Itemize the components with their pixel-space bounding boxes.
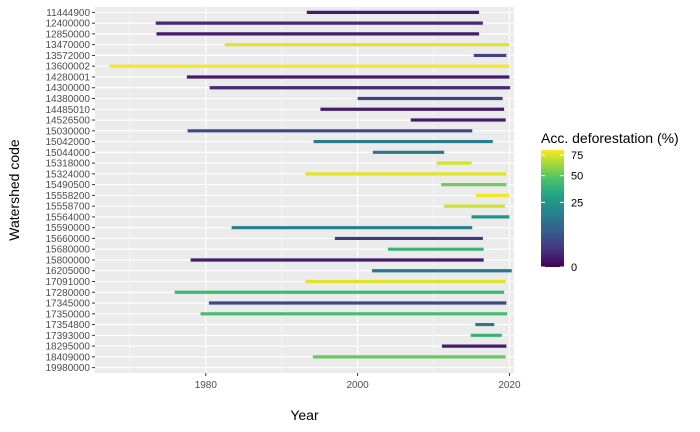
x-tick-label: 2000 (347, 380, 370, 391)
y-tick-label: 15590000 (46, 223, 91, 234)
y-tick-label: 13600002 (46, 62, 91, 73)
legend-tick-label: 75 (571, 150, 583, 162)
y-tick-label: 18295000 (46, 342, 91, 353)
x-tick-label: 1980 (195, 380, 218, 391)
y-tick-label: 13470000 (46, 40, 91, 51)
y-tick-label: 14485010 (46, 105, 91, 116)
legend-ticks: 0 25 50 75 (541, 150, 583, 274)
y-tick-label: 17393000 (46, 331, 91, 342)
y-axis-title: Watershed code (6, 139, 22, 241)
y-tick-label: 14300000 (46, 83, 91, 94)
y-tick-label: 15558200 (46, 191, 91, 202)
y-tick-label: 15558700 (46, 202, 91, 213)
segments-layer (109, 10, 512, 359)
x-tick-label: 2020 (498, 380, 521, 391)
plot-panel (95, 7, 514, 373)
y-tick-label: 17354800 (46, 320, 91, 331)
y-tick-label: 17350000 (46, 309, 91, 320)
grid-minor (129, 7, 434, 373)
legend-colorbar (541, 150, 564, 267)
y-tick-label: 15564000 (46, 212, 91, 223)
y-tick-label: 12850000 (46, 29, 91, 40)
y-tick-label: 15800000 (46, 255, 91, 266)
y-tick-label: 15490500 (46, 180, 91, 191)
y-tick-label: 13572000 (46, 51, 91, 62)
y-tick-label: 19980000 (46, 363, 91, 374)
y-tick-label: 15044000 (46, 148, 91, 159)
y-tick-label: 14280001 (46, 72, 91, 83)
legend-tick-label: 25 (571, 197, 583, 209)
y-tick-label: 15680000 (46, 245, 91, 256)
y-tick-label: 15030000 (46, 126, 91, 137)
y-axis: 1998000018409000182950001739300017354800… (46, 8, 95, 374)
y-tick-label: 18409000 (46, 352, 91, 363)
y-tick-label: 14380000 (46, 94, 91, 105)
y-tick-label: 17280000 (46, 288, 91, 299)
y-tick-label: 15324000 (46, 169, 91, 180)
y-tick-label: 17345000 (46, 299, 91, 310)
y-tick-label: 17091000 (46, 277, 91, 288)
y-tick-label: 12400000 (46, 19, 91, 30)
legend-tick-label: 0 (571, 262, 577, 274)
y-tick-label: 14526500 (46, 116, 91, 127)
legend: Acc. deforestation (%) 0 25 50 75 (541, 130, 679, 274)
x-axis-title: Year (290, 407, 319, 423)
legend-title: Acc. deforestation (%) (541, 130, 679, 146)
y-tick-label: 15042000 (46, 137, 91, 148)
y-tick-label: 16205000 (46, 266, 91, 277)
y-tick-label: 15660000 (46, 234, 91, 245)
y-tick-label: 11444900 (46, 8, 90, 19)
legend-tick-label: 50 (571, 171, 583, 183)
y-tick-label: 15318000 (46, 159, 91, 170)
x-axis: 1980 2000 2020 (195, 373, 521, 391)
